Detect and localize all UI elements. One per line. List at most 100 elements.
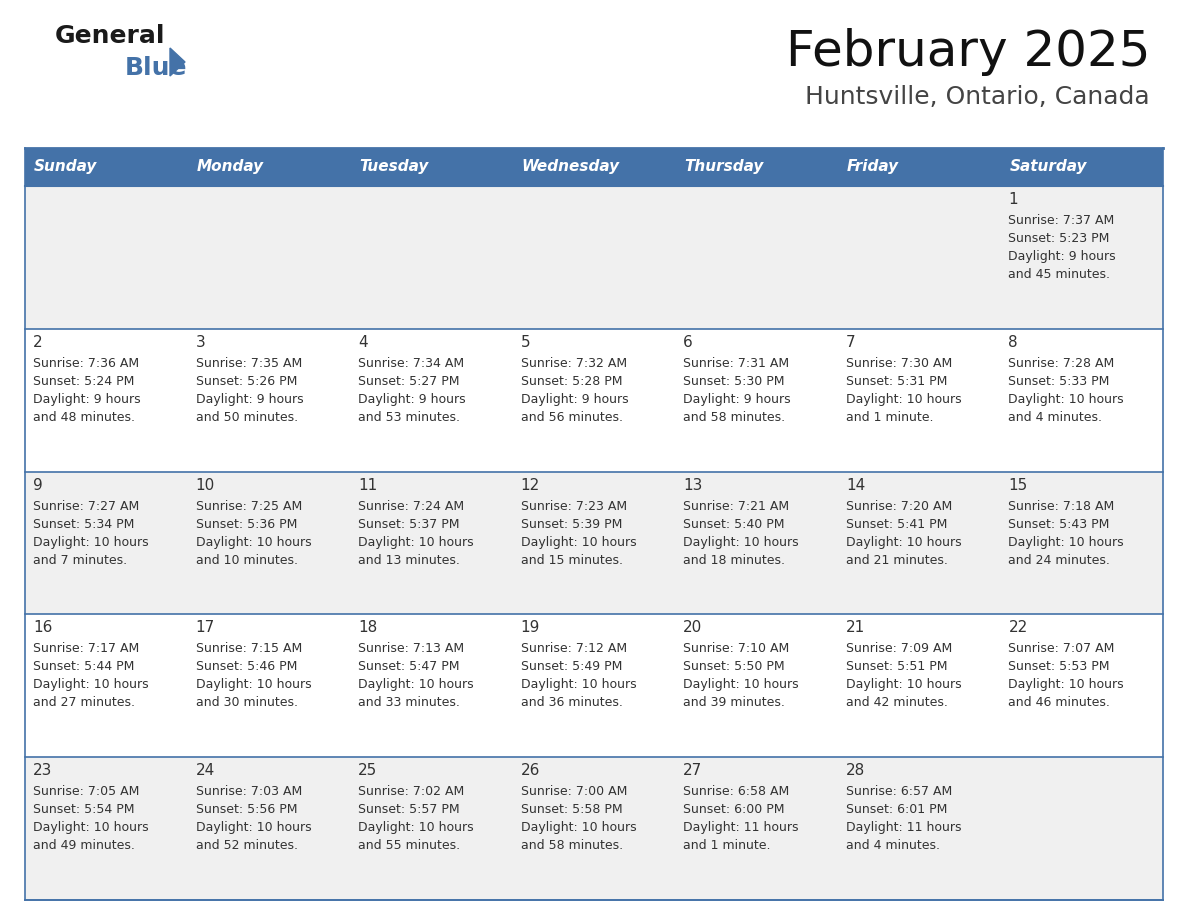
Bar — [675, 148, 838, 186]
Bar — [513, 472, 675, 614]
Text: Sunset: 5:33 PM: Sunset: 5:33 PM — [1009, 375, 1110, 387]
Text: and 45 minutes.: and 45 minutes. — [1009, 268, 1111, 281]
Text: Sunrise: 7:37 AM: Sunrise: 7:37 AM — [1009, 214, 1114, 227]
Text: February 2025: February 2025 — [785, 28, 1150, 76]
Text: Sunset: 6:00 PM: Sunset: 6:00 PM — [683, 803, 785, 816]
Text: 26: 26 — [520, 763, 541, 778]
Text: Sunset: 5:57 PM: Sunset: 5:57 PM — [358, 803, 460, 816]
Text: Sunset: 5:53 PM: Sunset: 5:53 PM — [1009, 660, 1110, 674]
Polygon shape — [170, 48, 185, 76]
Text: Sunset: 5:23 PM: Sunset: 5:23 PM — [1009, 232, 1110, 245]
Text: and 55 minutes.: and 55 minutes. — [358, 839, 460, 852]
Text: Daylight: 10 hours: Daylight: 10 hours — [196, 822, 311, 834]
Bar — [838, 186, 1000, 329]
Bar — [675, 614, 838, 757]
Text: and 27 minutes.: and 27 minutes. — [33, 697, 135, 710]
Text: 21: 21 — [846, 621, 865, 635]
Text: and 33 minutes.: and 33 minutes. — [358, 697, 460, 710]
Text: and 56 minutes.: and 56 minutes. — [520, 410, 623, 424]
Text: Sunrise: 7:13 AM: Sunrise: 7:13 AM — [358, 643, 465, 655]
Text: 15: 15 — [1009, 477, 1028, 493]
Text: Sunset: 5:49 PM: Sunset: 5:49 PM — [520, 660, 623, 674]
Text: 13: 13 — [683, 477, 702, 493]
Text: and 36 minutes.: and 36 minutes. — [520, 697, 623, 710]
Bar — [513, 148, 675, 186]
Text: Sunrise: 7:02 AM: Sunrise: 7:02 AM — [358, 785, 465, 798]
Text: and 18 minutes.: and 18 minutes. — [683, 554, 785, 566]
Bar — [838, 757, 1000, 900]
Text: Daylight: 10 hours: Daylight: 10 hours — [846, 678, 961, 691]
Text: Sunset: 5:43 PM: Sunset: 5:43 PM — [1009, 518, 1110, 531]
Bar — [1000, 329, 1163, 472]
Text: 16: 16 — [33, 621, 52, 635]
Text: Sunrise: 7:15 AM: Sunrise: 7:15 AM — [196, 643, 302, 655]
Bar — [675, 472, 838, 614]
Text: Daylight: 9 hours: Daylight: 9 hours — [196, 393, 303, 406]
Bar — [25, 329, 188, 472]
Bar — [25, 148, 188, 186]
Text: and 1 minute.: and 1 minute. — [846, 410, 934, 424]
Text: Sunrise: 7:23 AM: Sunrise: 7:23 AM — [520, 499, 627, 512]
Text: 9: 9 — [33, 477, 43, 493]
Text: 8: 8 — [1009, 335, 1018, 350]
Text: and 15 minutes.: and 15 minutes. — [520, 554, 623, 566]
Bar — [25, 614, 188, 757]
Text: Sunrise: 7:10 AM: Sunrise: 7:10 AM — [683, 643, 790, 655]
Text: Sunrise: 7:35 AM: Sunrise: 7:35 AM — [196, 357, 302, 370]
Bar — [350, 757, 513, 900]
Text: Sunrise: 7:32 AM: Sunrise: 7:32 AM — [520, 357, 627, 370]
Text: Daylight: 10 hours: Daylight: 10 hours — [846, 535, 961, 549]
Bar — [188, 329, 350, 472]
Text: Daylight: 10 hours: Daylight: 10 hours — [1009, 678, 1124, 691]
Text: and 58 minutes.: and 58 minutes. — [683, 410, 785, 424]
Text: 20: 20 — [683, 621, 702, 635]
Text: Sunrise: 7:28 AM: Sunrise: 7:28 AM — [1009, 357, 1114, 370]
Text: Daylight: 10 hours: Daylight: 10 hours — [520, 678, 637, 691]
Text: Daylight: 11 hours: Daylight: 11 hours — [683, 822, 798, 834]
Text: and 4 minutes.: and 4 minutes. — [846, 839, 940, 852]
Text: Tuesday: Tuesday — [359, 160, 429, 174]
Bar — [675, 186, 838, 329]
Text: Huntsville, Ontario, Canada: Huntsville, Ontario, Canada — [805, 85, 1150, 109]
Text: Daylight: 11 hours: Daylight: 11 hours — [846, 822, 961, 834]
Bar — [1000, 186, 1163, 329]
Text: Daylight: 10 hours: Daylight: 10 hours — [683, 678, 798, 691]
Bar — [513, 329, 675, 472]
Text: Sunday: Sunday — [34, 160, 97, 174]
Bar — [25, 472, 188, 614]
Text: Daylight: 10 hours: Daylight: 10 hours — [1009, 535, 1124, 549]
Text: 1: 1 — [1009, 192, 1018, 207]
Text: and 30 minutes.: and 30 minutes. — [196, 697, 297, 710]
Text: and 46 minutes.: and 46 minutes. — [1009, 697, 1111, 710]
Text: 24: 24 — [196, 763, 215, 778]
Text: 18: 18 — [358, 621, 378, 635]
Text: 7: 7 — [846, 335, 855, 350]
Text: Friday: Friday — [847, 160, 899, 174]
Text: Sunset: 5:50 PM: Sunset: 5:50 PM — [683, 660, 785, 674]
Bar — [838, 329, 1000, 472]
Bar — [838, 148, 1000, 186]
Text: Daylight: 9 hours: Daylight: 9 hours — [520, 393, 628, 406]
Text: Daylight: 10 hours: Daylight: 10 hours — [358, 678, 474, 691]
Text: 11: 11 — [358, 477, 378, 493]
Text: 4: 4 — [358, 335, 368, 350]
Text: and 52 minutes.: and 52 minutes. — [196, 839, 297, 852]
Text: Sunset: 5:37 PM: Sunset: 5:37 PM — [358, 518, 460, 531]
Text: Sunrise: 7:12 AM: Sunrise: 7:12 AM — [520, 643, 627, 655]
Text: Sunset: 5:54 PM: Sunset: 5:54 PM — [33, 803, 134, 816]
Text: and 13 minutes.: and 13 minutes. — [358, 554, 460, 566]
Bar — [350, 614, 513, 757]
Text: and 49 minutes.: and 49 minutes. — [33, 839, 135, 852]
Bar — [188, 148, 350, 186]
Text: and 39 minutes.: and 39 minutes. — [683, 697, 785, 710]
Text: Daylight: 10 hours: Daylight: 10 hours — [358, 822, 474, 834]
Text: Sunrise: 7:09 AM: Sunrise: 7:09 AM — [846, 643, 952, 655]
Text: Sunset: 5:36 PM: Sunset: 5:36 PM — [196, 518, 297, 531]
Text: Daylight: 10 hours: Daylight: 10 hours — [33, 678, 148, 691]
Text: Sunrise: 6:57 AM: Sunrise: 6:57 AM — [846, 785, 952, 798]
Text: Saturday: Saturday — [1010, 160, 1087, 174]
Text: Daylight: 10 hours: Daylight: 10 hours — [196, 678, 311, 691]
Text: 22: 22 — [1009, 621, 1028, 635]
Text: Sunset: 5:40 PM: Sunset: 5:40 PM — [683, 518, 785, 531]
Bar — [513, 186, 675, 329]
